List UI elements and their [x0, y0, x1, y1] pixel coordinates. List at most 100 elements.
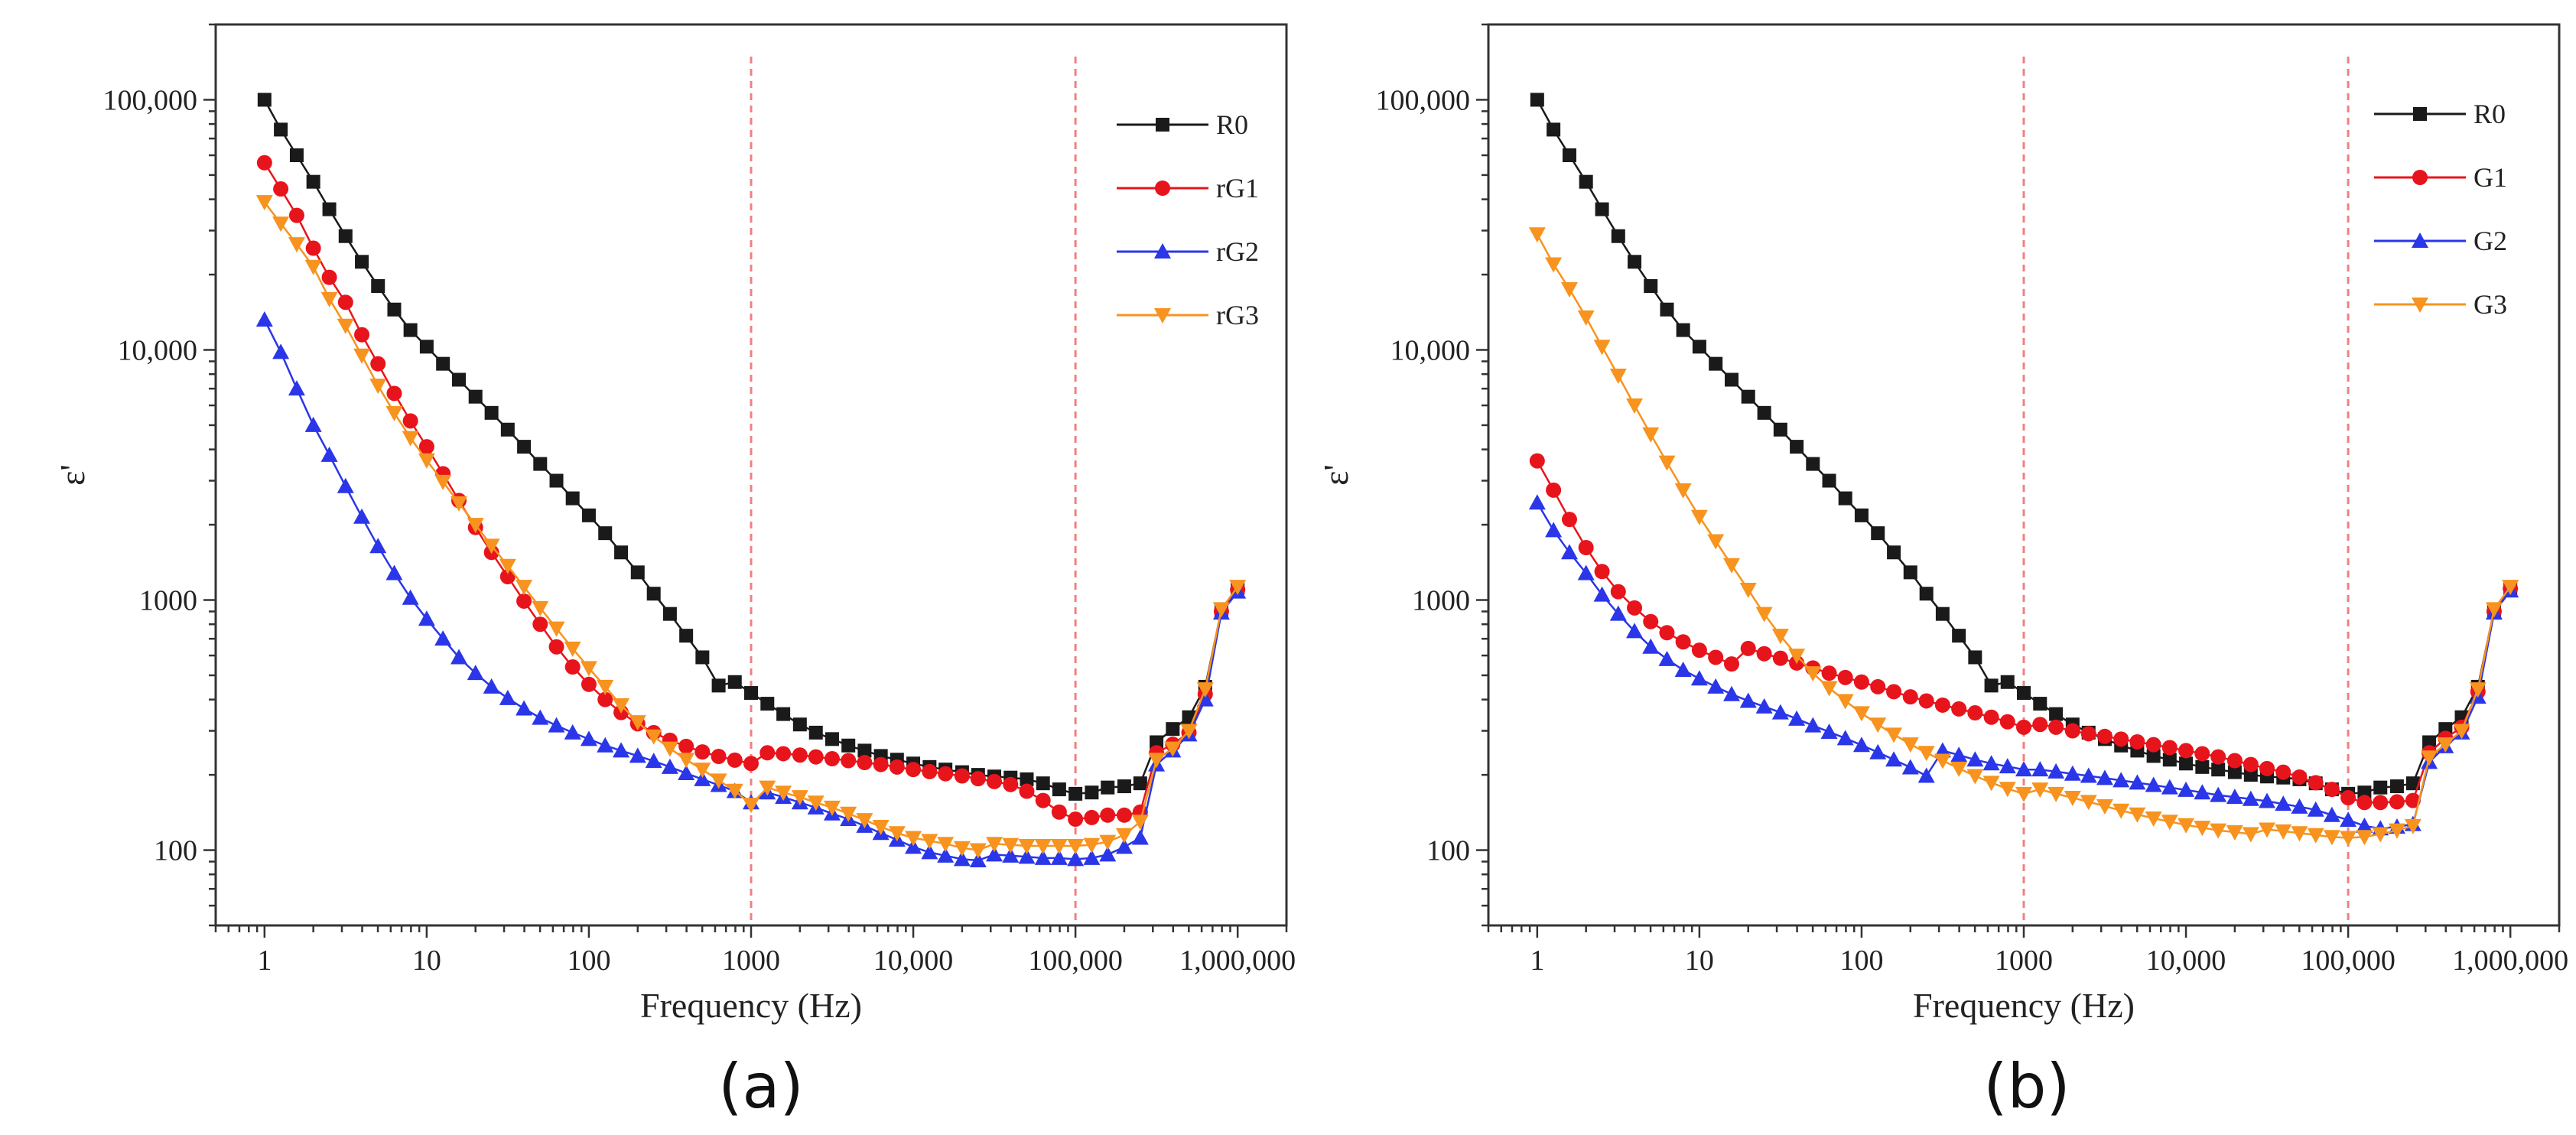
legend-marker — [1155, 180, 1170, 196]
data-point-R0 — [1984, 678, 1999, 693]
data-point-R0 — [1854, 508, 1869, 522]
data-point-G3 — [1674, 483, 1692, 499]
data-point-R0 — [517, 440, 532, 454]
data-point-rG2 — [532, 709, 549, 725]
data-point-G1 — [2210, 749, 2226, 765]
series-R0 — [257, 93, 1245, 801]
data-point-G1 — [2145, 737, 2161, 753]
data-point-G2 — [1593, 586, 1611, 602]
data-point-G2 — [1804, 717, 1822, 733]
data-point-G2 — [2275, 795, 2292, 811]
data-point-G1 — [2178, 743, 2194, 759]
data-point-G1 — [2243, 756, 2259, 772]
data-point-R0 — [1530, 93, 1544, 107]
data-point-G1 — [1561, 512, 1577, 528]
data-point-G2 — [1885, 751, 1903, 767]
data-point-rG3 — [840, 806, 857, 822]
data-point-R0 — [1725, 372, 1739, 387]
data-point-R0 — [1968, 650, 1982, 665]
data-point-G1 — [1886, 684, 1902, 700]
data-point-G2 — [2161, 779, 2178, 795]
data-point-G1 — [2113, 731, 2129, 747]
legend-label: R0 — [1216, 109, 1248, 140]
data-point-R0 — [662, 607, 677, 621]
data-point-R0 — [1692, 340, 1706, 354]
data-point-G2 — [1966, 751, 1984, 767]
data-point-rG1 — [499, 568, 516, 584]
data-point-rG2 — [434, 630, 452, 646]
data-point-R0 — [1133, 776, 1147, 791]
data-point-G3 — [1917, 746, 1935, 762]
data-point-rG2 — [304, 416, 322, 432]
data-point-R0 — [500, 422, 515, 437]
legend-item-G2: G2 — [2374, 226, 2507, 256]
data-point-R0 — [1871, 526, 1885, 541]
data-point-G2 — [2242, 790, 2259, 806]
data-point-R0 — [614, 545, 629, 560]
data-point-rG2 — [1115, 838, 1133, 854]
data-point-G3 — [2275, 824, 2292, 840]
data-point-rG1 — [386, 385, 402, 402]
data-point-R0 — [2405, 776, 2420, 791]
data-point-rG1 — [727, 752, 743, 768]
x-tick-label: 1000 — [1995, 945, 2053, 977]
data-point-rG3 — [564, 641, 581, 657]
data-point-G1 — [2389, 794, 2405, 810]
data-point-G3 — [2307, 828, 2324, 844]
data-point-rG2 — [467, 665, 484, 681]
data-point-G1 — [1659, 625, 1675, 641]
legend-label: rG3 — [1216, 300, 1259, 330]
data-point-rG3 — [369, 379, 387, 395]
x-tick-label: 10,000 — [2146, 945, 2226, 977]
data-point-R0 — [2179, 756, 2194, 771]
data-point-rG3 — [678, 753, 695, 769]
legend-marker — [2412, 170, 2428, 185]
data-point-R0 — [2389, 779, 2404, 794]
data-point-G1 — [1708, 649, 1724, 665]
data-point-rG2 — [645, 753, 662, 769]
data-point-G3 — [1642, 427, 1660, 443]
data-point-R0 — [825, 732, 839, 746]
data-point-rG3 — [499, 558, 516, 574]
data-point-R0 — [1068, 786, 1083, 801]
x-tick-label: 10 — [412, 945, 441, 977]
data-point-rG3 — [1067, 838, 1085, 854]
data-point-G1 — [1902, 689, 1918, 705]
data-point-G2 — [1788, 710, 1806, 726]
data-point-G3 — [2437, 737, 2454, 753]
data-point-R0 — [1085, 785, 1099, 800]
series-G3 — [1528, 227, 2519, 847]
data-point-G2 — [1642, 638, 1660, 654]
data-point-R0 — [2211, 763, 2226, 777]
data-point-G2 — [1545, 522, 1563, 538]
data-point-G2 — [1820, 723, 1838, 739]
data-point-G3 — [2323, 830, 2340, 846]
legend-marker — [2412, 298, 2428, 313]
data-point-G3 — [2421, 750, 2438, 766]
data-point-rG2 — [337, 477, 354, 493]
data-point-R0 — [776, 707, 791, 721]
data-point-rG1 — [564, 659, 581, 675]
data-point-G1 — [1740, 640, 1756, 656]
data-point-G2 — [2015, 761, 2032, 777]
data-point-G1 — [1578, 539, 1594, 555]
data-point-G1 — [2096, 728, 2113, 744]
data-point-rG1 — [1019, 783, 1035, 799]
data-point-rG2 — [597, 737, 614, 753]
data-point-R0 — [711, 678, 726, 693]
data-point-G3 — [2210, 823, 2227, 839]
data-point-R0 — [371, 278, 385, 293]
data-point-R0 — [1547, 122, 1561, 137]
data-point-rG3 — [320, 291, 338, 307]
data-point-G1 — [1610, 584, 1626, 600]
data-point-rG2 — [1034, 849, 1052, 865]
legend-label: R0 — [2474, 99, 2506, 129]
data-point-G1 — [2129, 733, 2145, 750]
legend-label: G1 — [2474, 162, 2507, 193]
data-point-rG3 — [710, 773, 727, 789]
data-point-rG1 — [532, 616, 548, 633]
data-point-R0 — [2162, 753, 2177, 767]
data-point-R0 — [2049, 707, 2064, 721]
data-point-R0 — [1757, 405, 1771, 420]
x-tick-label: 100 — [567, 945, 610, 977]
